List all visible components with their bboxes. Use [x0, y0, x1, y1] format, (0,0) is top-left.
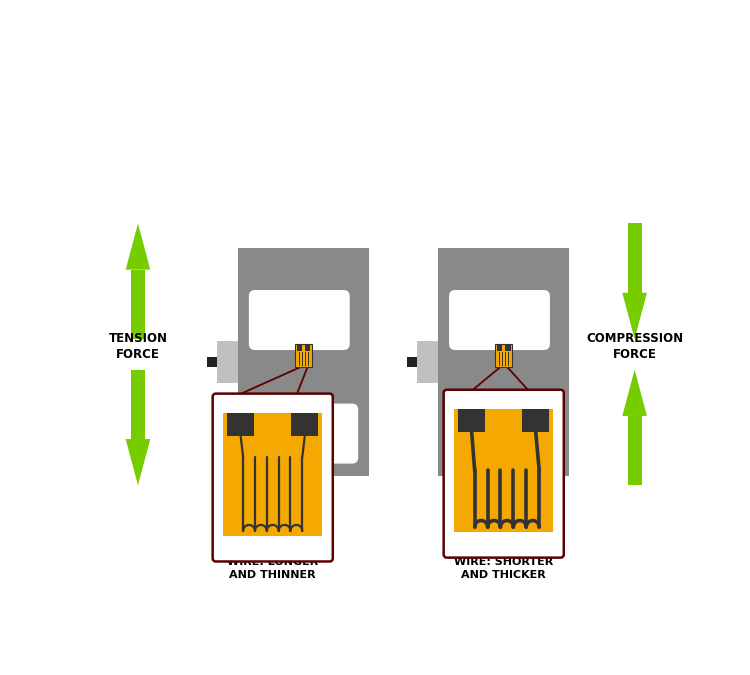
- Bar: [131, 370, 145, 439]
- Bar: [628, 223, 641, 293]
- Bar: [628, 416, 641, 485]
- Bar: [495, 344, 512, 367]
- Bar: [224, 413, 322, 536]
- Bar: [296, 345, 302, 351]
- Bar: [438, 248, 569, 476]
- Bar: [292, 413, 318, 436]
- Text: WIRE: SHORTER
AND THICKER: WIRE: SHORTER AND THICKER: [454, 557, 554, 580]
- FancyBboxPatch shape: [458, 404, 559, 464]
- Bar: [523, 409, 549, 433]
- Bar: [238, 248, 369, 476]
- Bar: [506, 345, 511, 351]
- Bar: [496, 345, 502, 351]
- Bar: [295, 344, 312, 367]
- FancyBboxPatch shape: [249, 290, 350, 350]
- Bar: [131, 269, 145, 339]
- Bar: [454, 409, 553, 532]
- Bar: [207, 358, 217, 367]
- FancyBboxPatch shape: [213, 394, 333, 562]
- Bar: [217, 341, 238, 383]
- Bar: [227, 413, 254, 436]
- Text: TENSION
FORCE: TENSION FORCE: [109, 332, 167, 361]
- Bar: [305, 345, 310, 351]
- Text: WIRE: LONGER
AND THINNER: WIRE: LONGER AND THINNER: [227, 557, 318, 580]
- FancyBboxPatch shape: [449, 290, 550, 350]
- FancyBboxPatch shape: [257, 404, 358, 464]
- FancyBboxPatch shape: [444, 389, 564, 558]
- Text: COMPRESSION
FORCE: COMPRESSION FORCE: [586, 332, 683, 361]
- Polygon shape: [126, 223, 150, 269]
- Bar: [458, 409, 485, 433]
- Bar: [417, 341, 438, 383]
- Polygon shape: [622, 370, 647, 416]
- Polygon shape: [126, 439, 150, 485]
- Polygon shape: [622, 293, 647, 339]
- Bar: [407, 358, 417, 367]
